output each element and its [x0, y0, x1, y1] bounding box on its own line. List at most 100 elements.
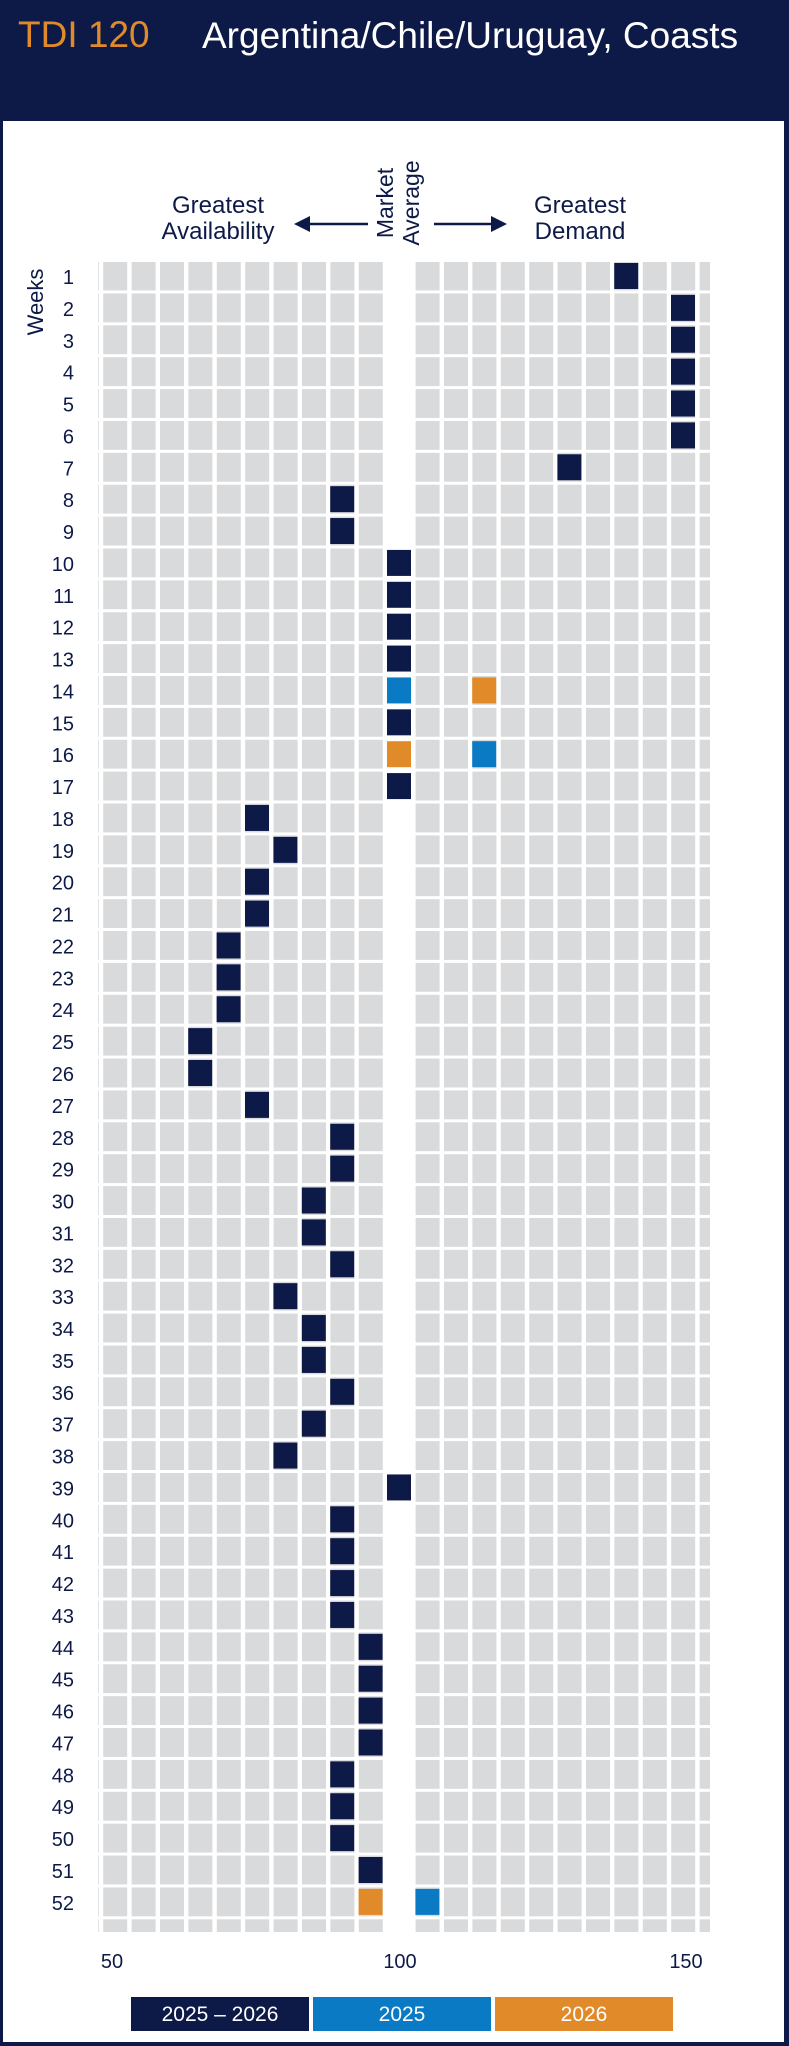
data-cell — [387, 1474, 411, 1501]
week-tick-label: 4 — [63, 363, 74, 385]
week-tick-label: 18 — [52, 809, 74, 831]
market-average-column — [383, 262, 415, 1932]
week-tick-label: 8 — [63, 490, 74, 512]
data-cell — [358, 1888, 383, 1915]
grid-v-line — [297, 262, 302, 1932]
week-tick-label: 35 — [52, 1351, 74, 1373]
data-cell — [330, 1123, 355, 1150]
data-cell — [358, 1729, 383, 1756]
data-cell — [330, 518, 355, 545]
data-cell — [330, 1155, 355, 1182]
label-line: Availability — [161, 218, 275, 245]
label-line: Greatest — [171, 192, 265, 219]
data-cell — [330, 1506, 355, 1533]
header-bar: TDI 120 Argentina/Chile/Uruguay, Coasts — [0, 0, 789, 121]
week-tick-label: 49 — [52, 1797, 74, 1819]
week-tick-label: 40 — [52, 1510, 74, 1532]
data-cell — [216, 964, 241, 991]
week-tick-label: 29 — [52, 1160, 74, 1182]
week-tick-label: 2 — [63, 299, 74, 321]
data-cell — [245, 804, 269, 831]
week-tick-label: 44 — [52, 1638, 74, 1660]
legend-swatch — [495, 1997, 673, 2031]
data-cell — [671, 294, 695, 321]
right-arrow-head — [491, 216, 507, 232]
week-tick-label: 22 — [52, 936, 74, 958]
week-tick-label: 10 — [52, 554, 74, 576]
week-tick-label: 6 — [63, 426, 74, 448]
data-cell — [671, 326, 695, 353]
data-cell — [472, 741, 497, 768]
week-tick-label: 28 — [52, 1128, 74, 1150]
page-title: Argentina/Chile/Uruguay, Coasts — [202, 15, 739, 56]
greatest-demand-label: Greatest Demand — [490, 193, 670, 245]
data-cell — [301, 1410, 326, 1437]
data-cell — [245, 900, 269, 927]
week-tick-label: 25 — [52, 1032, 74, 1054]
week-tick-label: 5 — [63, 395, 74, 417]
week-tick-label: 42 — [52, 1574, 74, 1596]
grid-v-line — [553, 262, 558, 1932]
week-tick-label: 3 — [63, 331, 74, 353]
data-cell — [387, 741, 411, 768]
grid-v-line — [240, 262, 246, 1932]
data-cell — [671, 390, 695, 417]
week-tick-label: 20 — [52, 873, 74, 895]
week-tick-label: 39 — [52, 1478, 74, 1500]
week-tick-label: 15 — [52, 713, 74, 735]
week-tick-label: 12 — [52, 618, 74, 640]
grid-v-line — [127, 262, 132, 1932]
week-tick-label: 43 — [52, 1606, 74, 1628]
grid-v-line — [496, 262, 501, 1932]
week-tick-label: 26 — [52, 1064, 74, 1086]
label-line: Demand — [534, 218, 626, 245]
legend-label: 2025 – 2026 — [162, 2003, 279, 2026]
data-cell — [358, 1857, 383, 1883]
data-cell — [301, 1346, 326, 1373]
data-cell — [614, 263, 639, 289]
data-cell — [671, 358, 695, 385]
week-tick-label: 37 — [52, 1415, 74, 1437]
x-tick-label: 100 — [383, 1951, 416, 1973]
grid-v-line — [98, 262, 104, 1932]
grid-v-line — [184, 262, 189, 1932]
grid-v-line — [269, 262, 274, 1932]
data-cell — [387, 581, 411, 608]
data-cell — [188, 1060, 213, 1086]
week-tick-label: 51 — [52, 1861, 74, 1883]
week-tick-label: 38 — [52, 1447, 74, 1469]
week-tick-label: 11 — [53, 586, 74, 608]
week-tick-label: 46 — [52, 1702, 74, 1724]
brand-label: TDI 120 — [18, 14, 150, 55]
data-cell — [330, 1538, 355, 1565]
grid-v-line — [354, 262, 359, 1932]
week-tick-label: 21 — [52, 905, 74, 927]
data-cell — [330, 1761, 355, 1788]
data-cell — [245, 868, 269, 895]
week-tick-label: 27 — [52, 1096, 74, 1118]
legend-label: 2025 — [379, 2003, 426, 2026]
legend-swatch — [131, 1997, 309, 2031]
data-cell — [415, 1888, 440, 1915]
week-tick-label: 33 — [52, 1287, 74, 1309]
data-cell — [188, 1028, 213, 1055]
week-tick-label: 9 — [63, 522, 74, 544]
grid-v-line — [468, 262, 473, 1932]
data-cell — [387, 773, 411, 800]
grid-v-line — [439, 262, 444, 1932]
data-cell — [330, 1378, 355, 1405]
data-cell — [387, 677, 411, 704]
week-tick-label: 14 — [52, 681, 74, 703]
left-arrow-head — [294, 216, 310, 232]
week-tick-label: 50 — [52, 1829, 74, 1851]
week-tick-label: 7 — [63, 458, 74, 480]
week-tick-label: 45 — [52, 1670, 74, 1692]
market-label-line1: Market — [372, 167, 398, 238]
week-tick-label: 36 — [52, 1383, 74, 1405]
grid-v-line — [524, 262, 530, 1932]
data-cell — [387, 549, 411, 576]
grid-v-line — [610, 262, 615, 1932]
week-tick-label: 52 — [52, 1893, 74, 1915]
